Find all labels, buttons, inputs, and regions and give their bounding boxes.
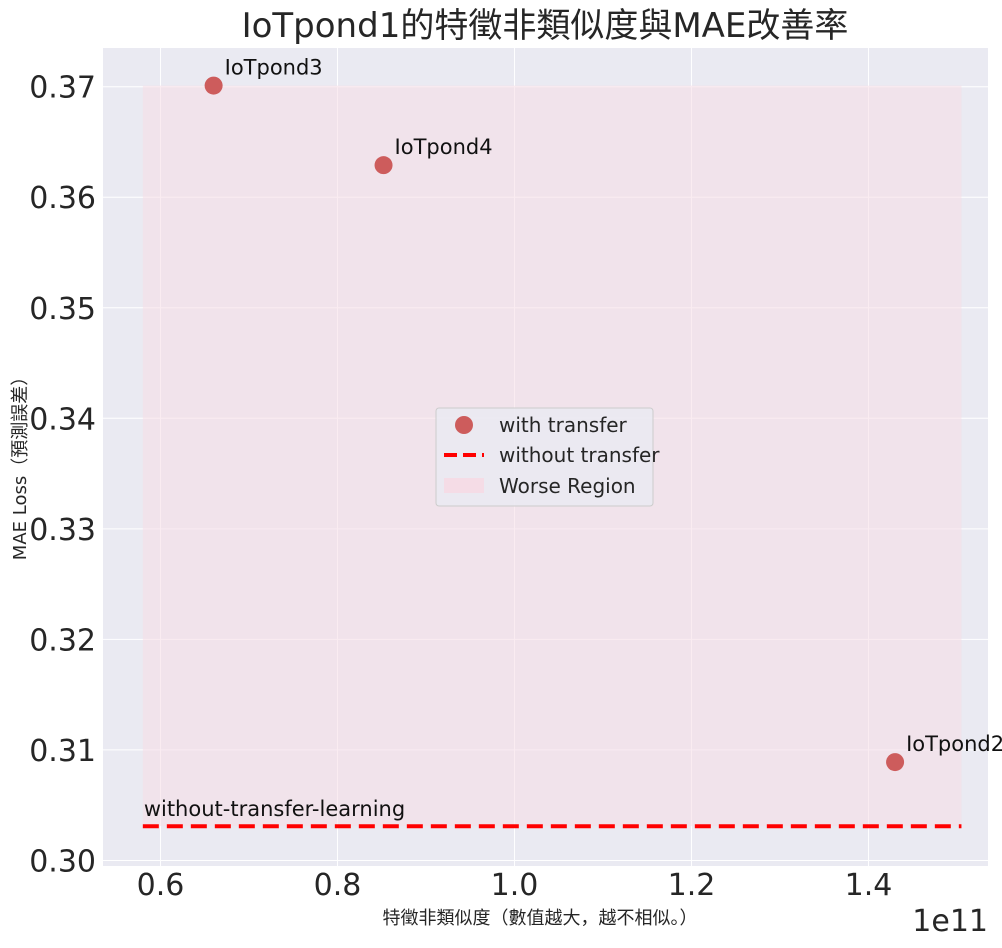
- legend-label-with-transfer: with transfer: [499, 413, 628, 437]
- data-point-iotpond3: [204, 76, 223, 95]
- y-axis-label: MAE Loss（預測誤差）: [10, 368, 31, 560]
- baseline-label: without-transfer-learning: [144, 797, 405, 821]
- y-tick-labels: 0.30 0.31 0.32 0.33 0.34 0.35 0.36 0.37: [29, 71, 96, 880]
- y-tick-label: 0.30: [29, 844, 96, 879]
- y-tick-label: 0.31: [29, 734, 96, 769]
- x-tick-label: 0.8: [314, 868, 362, 903]
- point-label-iotpond4: IoTpond4: [395, 135, 493, 159]
- x-axis-label: 特徵非類似度（數值越大，越不相似。）: [383, 908, 698, 929]
- legend-label-without-transfer: without transfer: [499, 443, 660, 467]
- legend-label-worse-region: Worse Region: [499, 474, 636, 498]
- legend-patch-worse-region: [444, 478, 484, 493]
- legend-marker-with-transfer: [455, 416, 473, 434]
- x-tick-labels: 0.6 0.8 1.0 1.2 1.4: [137, 868, 893, 903]
- legend: with transfer without transfer Worse Reg…: [435, 407, 660, 507]
- y-tick-label: 0.33: [29, 513, 96, 548]
- x-tick-label: 1.4: [845, 868, 893, 903]
- data-point-iotpond4: [374, 156, 393, 175]
- y-tick-label: 0.34: [29, 402, 96, 437]
- y-tick-label: 0.37: [29, 71, 96, 106]
- data-points: IoTpond2 IoTpond3 IoTpond4: [204, 56, 1002, 772]
- x-offset-label: 1e11: [912, 904, 988, 939]
- y-tick-label: 0.32: [29, 623, 96, 658]
- chart-title: IoTpond1的特徵非類似度與MAE改善率: [242, 6, 849, 46]
- x-tick-label: 1.0: [491, 868, 539, 903]
- y-tick-label: 0.35: [29, 292, 96, 327]
- data-point-iotpond2: [886, 753, 905, 772]
- x-tick-label: 1.2: [668, 868, 716, 903]
- x-tick-label: 0.6: [137, 868, 185, 903]
- y-tick-label: 0.36: [29, 181, 96, 216]
- legend-frame: [435, 407, 654, 507]
- point-label-iotpond2: IoTpond2: [906, 732, 1002, 756]
- point-label-iotpond3: IoTpond3: [225, 56, 323, 80]
